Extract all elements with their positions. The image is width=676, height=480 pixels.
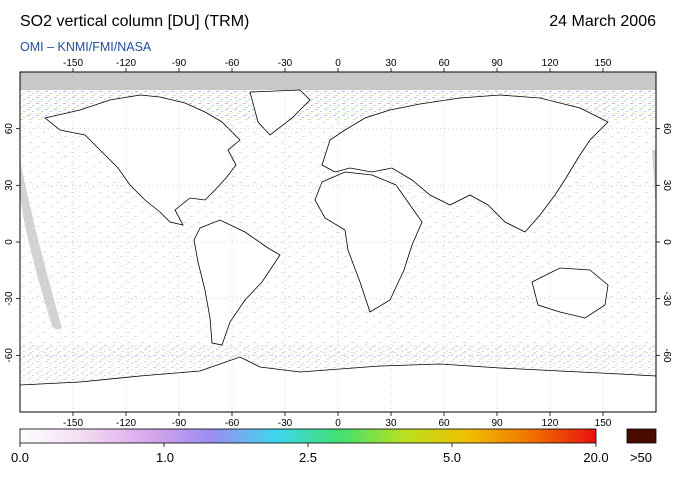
lon-label-bottom: -60 (225, 418, 240, 429)
lon-label-top: -150 (63, 58, 83, 69)
coast-greenland (249, 89, 311, 136)
lon-label-bottom: 150 (595, 418, 612, 429)
colorbar-label-1: 1.0 (155, 450, 175, 465)
coast-eurasia (321, 94, 609, 233)
lon-label-top: -30 (278, 58, 293, 69)
lat-label-right: -60 (661, 348, 672, 363)
lon-label-top: 0 (335, 58, 341, 69)
lon-label-top: -60 (225, 58, 240, 69)
colorbar-label-overflow: >50 (629, 450, 653, 465)
lon-label-bottom: 0 (335, 418, 341, 429)
lon-label-bottom: 30 (385, 418, 397, 429)
colorbar (19, 428, 597, 447)
graticule (20, 72, 656, 412)
lon-label-bottom: -90 (172, 418, 187, 429)
lon-label-top: 90 (491, 58, 503, 69)
colorbar-label-2: 2.5 (298, 450, 318, 465)
map-title: SO2 vertical column [DU] (TRM) (20, 13, 250, 30)
lon-label-bottom: -30 (278, 418, 293, 429)
lat-label-left: 30 (4, 179, 15, 191)
lat-label-right: 0 (661, 239, 672, 245)
lat-label-left: 0 (4, 239, 15, 245)
lon-label-bottom: -150 (63, 418, 83, 429)
coastlines (20, 89, 656, 412)
colorbar-label-3: 5.0 (442, 450, 462, 465)
lat-label-left: -60 (4, 348, 15, 363)
coast-australia (531, 267, 609, 319)
map-date: 24 March 2006 (549, 13, 656, 30)
coast-north-america (44, 94, 241, 226)
lat-label-left: 60 (4, 123, 15, 135)
axis-ticks: -150 -150 -120 -120 -90 -90 -60 -60 -30 -30 0 0 30 30… (4, 58, 672, 429)
lon-label-top: 60 (438, 58, 450, 69)
colorbar-label-4: 20.0 (583, 450, 609, 465)
lat-label-left: -30 (4, 291, 15, 306)
lon-label-bottom: 120 (542, 418, 559, 429)
colorbar-overflow-swatch (626, 428, 657, 444)
coast-south-america (193, 219, 281, 346)
lon-label-bottom: 90 (491, 418, 503, 429)
lat-label-right: 60 (661, 123, 672, 135)
lat-label-right: 30 (661, 180, 672, 192)
lon-label-top: -120 (116, 58, 136, 69)
lon-label-bottom: 60 (438, 418, 450, 429)
lat-label-right: -30 (661, 291, 672, 306)
lon-label-top: 120 (542, 58, 559, 69)
lon-label-top: 150 (595, 58, 612, 69)
lon-label-bottom: -120 (116, 418, 136, 429)
colorbar-label-0: 0.0 (10, 450, 30, 465)
lon-label-top: 30 (385, 58, 397, 69)
data-credit: OMI – KNMI/FMI/NASA (20, 40, 152, 54)
lon-label-top: -90 (172, 58, 187, 69)
colorbar-gradient (19, 428, 597, 444)
